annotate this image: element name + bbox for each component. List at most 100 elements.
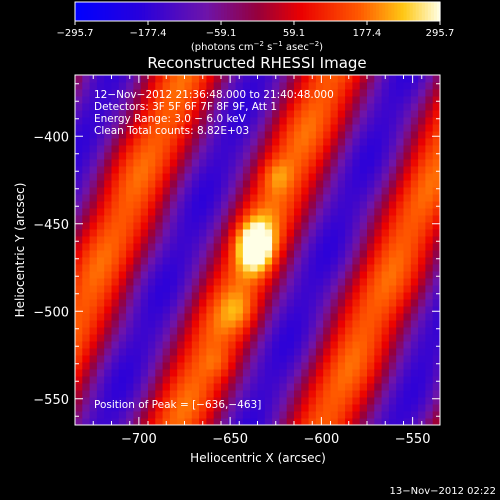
y-tick-label: −550 [33, 393, 69, 408]
image-pixel [381, 110, 390, 118]
image-pixel [111, 215, 120, 223]
image-pixel [177, 96, 185, 104]
image-pixel [374, 215, 383, 223]
image-pixel [301, 411, 310, 419]
image-pixel [425, 215, 434, 223]
image-pixel [242, 397, 251, 405]
image-pixel [250, 236, 258, 244]
image-pixel [169, 327, 178, 335]
image-pixel [257, 362, 266, 370]
colorbar-cell [175, 2, 180, 21]
image-pixel [352, 117, 361, 125]
colorbar-cell [418, 2, 423, 21]
image-pixel [330, 390, 339, 398]
image-pixel [104, 103, 112, 111]
image-pixel [75, 131, 83, 139]
colorbar-cell [87, 2, 91, 21]
image-pixel [330, 383, 339, 391]
image-pixel [294, 390, 302, 398]
image-pixel [301, 264, 310, 272]
image-pixel [242, 117, 251, 125]
image-pixel [330, 89, 339, 97]
image-pixel [213, 201, 222, 209]
image-pixel [425, 180, 434, 188]
image-pixel [323, 418, 331, 425]
image-pixel [104, 383, 112, 391]
image-pixel [330, 313, 339, 321]
image-pixel [374, 390, 383, 398]
colorbar-cell [172, 2, 176, 21]
image-pixel [272, 166, 280, 174]
image-pixel [388, 257, 397, 265]
image-pixel [191, 194, 200, 202]
image-pixel [410, 89, 419, 97]
image-pixel [118, 138, 127, 146]
colorbar-cell [242, 2, 246, 21]
colorbar-cell [309, 2, 313, 21]
image-pixel [432, 278, 440, 286]
image-pixel [294, 152, 302, 160]
image-pixel [140, 299, 149, 307]
image-pixel [337, 222, 346, 230]
image-pixel [403, 145, 412, 153]
image-pixel [250, 355, 258, 363]
image-pixel [177, 355, 185, 363]
image-pixel [111, 397, 120, 405]
image-pixel [250, 173, 258, 181]
image-pixel [396, 117, 404, 125]
image-pixel [155, 306, 164, 314]
image-pixel [140, 152, 149, 160]
image-pixel [257, 271, 266, 279]
image-pixel [425, 89, 434, 97]
image-pixel [425, 201, 434, 209]
image-pixel [221, 166, 229, 174]
image-pixel [432, 89, 440, 97]
image-pixel [323, 166, 331, 174]
colorbar-cell [236, 2, 240, 21]
image-pixel [301, 96, 310, 104]
image-pixel [396, 327, 404, 335]
image-pixel [403, 397, 412, 405]
image-pixel [418, 376, 426, 384]
image-pixel [272, 404, 280, 412]
image-pixel [75, 264, 83, 272]
image-pixel [228, 257, 237, 265]
image-pixel [264, 166, 273, 174]
image-pixel [345, 173, 353, 181]
image-pixel [337, 229, 346, 237]
image-pixel [82, 355, 91, 363]
image-pixel [169, 96, 178, 104]
image-pixel [82, 390, 91, 398]
image-pixel [286, 369, 295, 377]
image-pixel [352, 348, 361, 356]
image-pixel [410, 215, 419, 223]
image-pixel [118, 313, 127, 321]
image-pixel [403, 159, 412, 167]
image-pixel [286, 82, 295, 90]
image-pixel [89, 124, 98, 132]
image-pixel [374, 201, 383, 209]
image-pixel [177, 334, 185, 342]
image-pixel [257, 159, 266, 167]
colorbar-cell [306, 2, 310, 21]
image-pixel [104, 397, 112, 405]
image-pixel [89, 117, 98, 125]
colorbar-cell [190, 2, 195, 21]
image-pixel [184, 257, 193, 265]
image-pixel [221, 236, 229, 244]
image-pixel [418, 341, 426, 349]
image-pixel [177, 173, 185, 181]
colorbar-cell [333, 2, 338, 21]
image-pixel [337, 75, 346, 83]
image-pixel [396, 180, 404, 188]
image-pixel [279, 320, 288, 328]
image-pixel [432, 131, 440, 139]
image-pixel [104, 222, 112, 230]
image-pixel [345, 222, 353, 230]
image-pixel [111, 180, 120, 188]
image-pixel [148, 229, 156, 237]
image-pixel [169, 285, 178, 293]
image-pixel [199, 117, 207, 125]
image-pixel [89, 313, 98, 321]
image-pixel [96, 313, 105, 321]
